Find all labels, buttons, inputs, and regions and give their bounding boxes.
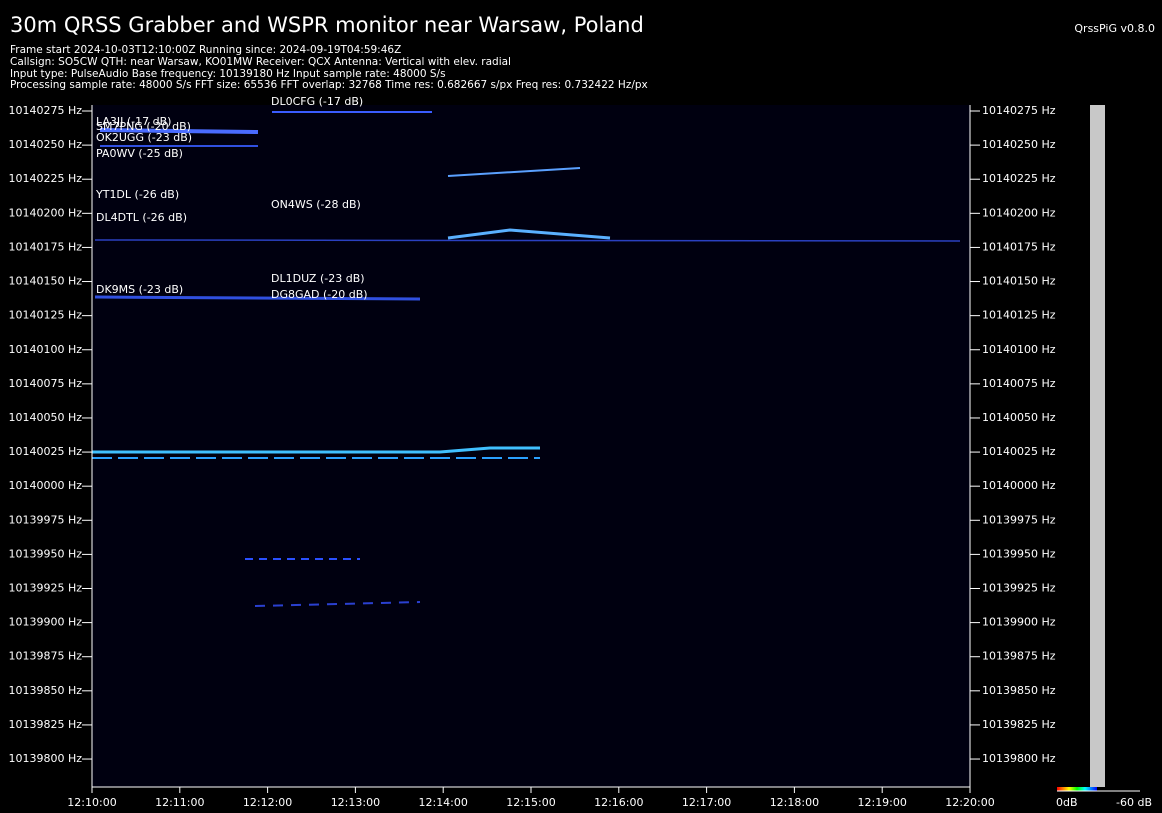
y-tick-label-right: 10139825 Hz bbox=[982, 718, 1056, 731]
spot-label: DL0CFG (-17 dB) bbox=[271, 95, 363, 108]
y-tick-label-right: 10140125 Hz bbox=[982, 309, 1056, 322]
info-line: Callsign: SO5CW QTH: near Warsaw, KO01MW… bbox=[10, 56, 511, 68]
spot-label: DG8GAD (-20 dB) bbox=[271, 288, 368, 301]
y-tick-label: 10140075 Hz bbox=[8, 377, 82, 390]
spot-label: YT1DL (-26 dB) bbox=[95, 188, 179, 201]
x-tick-label: 12:19:00 bbox=[857, 796, 906, 809]
x-tick-label: 12:15:00 bbox=[506, 796, 555, 809]
spectrum-profile bbox=[1090, 105, 1105, 787]
y-tick-label: 10139975 Hz bbox=[8, 513, 82, 526]
x-tick-label: 12:10:00 bbox=[67, 796, 116, 809]
info-line: Input type: PulseAudio Base frequency: 1… bbox=[10, 68, 446, 80]
y-tick-label-right: 10140250 Hz bbox=[982, 138, 1056, 151]
y-tick-label-right: 10140025 Hz bbox=[982, 445, 1056, 458]
y-tick-label-right: 10139950 Hz bbox=[982, 547, 1056, 560]
y-tick-label-right: 10140075 Hz bbox=[982, 377, 1056, 390]
y-tick-label: 10140100 Hz bbox=[8, 343, 82, 356]
y-tick-label: 10140200 Hz bbox=[8, 206, 82, 219]
y-tick-label: 10140025 Hz bbox=[8, 445, 82, 458]
y-tick-label-right: 10139900 Hz bbox=[982, 616, 1056, 629]
x-tick-label: 12:20:00 bbox=[945, 796, 994, 809]
y-tick-label: 10139825 Hz bbox=[8, 718, 82, 731]
y-tick-label: 10140175 Hz bbox=[8, 240, 82, 253]
colorbar-label: 0dB bbox=[1056, 796, 1078, 809]
info-line: Processing sample rate: 48000 S/s FFT si… bbox=[10, 79, 648, 91]
y-tick-label-right: 10139850 Hz bbox=[982, 684, 1056, 697]
y-tick-label-right: 10140100 Hz bbox=[982, 343, 1056, 356]
x-tick-label: 12:16:00 bbox=[594, 796, 643, 809]
y-tick-label-right: 10139925 Hz bbox=[982, 581, 1056, 594]
y-tick-label: 10140050 Hz bbox=[8, 411, 82, 424]
y-tick-label-right: 10140150 Hz bbox=[982, 275, 1056, 288]
spot-label: OK2UGG (-23 dB) bbox=[96, 131, 192, 144]
y-tick-label: 10140150 Hz bbox=[8, 275, 82, 288]
colorbar bbox=[1057, 787, 1097, 791]
x-tick-label: 12:11:00 bbox=[155, 796, 204, 809]
y-tick-label-right: 10140275 Hz bbox=[982, 104, 1056, 117]
y-tick-label: 10139925 Hz bbox=[8, 581, 82, 594]
y-tick-label: 10139950 Hz bbox=[8, 547, 82, 560]
y-tick-label: 10140125 Hz bbox=[8, 309, 82, 322]
spot-label: DK9MS (-23 dB) bbox=[96, 283, 183, 296]
x-tick-label: 12:13:00 bbox=[331, 796, 380, 809]
spot-label: PA0WV (-25 dB) bbox=[96, 147, 183, 160]
y-tick-label: 10139850 Hz bbox=[8, 684, 82, 697]
y-tick-label: 10140250 Hz bbox=[8, 138, 82, 151]
y-tick-label-right: 10140050 Hz bbox=[982, 411, 1056, 424]
waterfall-noise bbox=[92, 105, 970, 787]
y-tick-label-right: 10140225 Hz bbox=[982, 172, 1056, 185]
spot-label: SM7PNG (-20 dB) bbox=[96, 120, 191, 133]
y-tick-label-right: 10140200 Hz bbox=[982, 206, 1056, 219]
spot-label: DL1DUZ (-23 dB) bbox=[271, 272, 365, 285]
x-tick-label: 12:12:00 bbox=[243, 796, 292, 809]
y-tick-label: 10140000 Hz bbox=[8, 479, 82, 492]
y-tick-label-right: 10139800 Hz bbox=[982, 752, 1056, 765]
colorbar-label: -60 dB bbox=[1116, 796, 1152, 809]
x-tick-label: 12:14:00 bbox=[418, 796, 467, 809]
info-line: Frame start 2024-10-03T12:10:00Z Running… bbox=[10, 44, 401, 56]
spot-label: ON4WS (-28 dB) bbox=[271, 198, 361, 211]
version: QrssPiG v0.8.0 bbox=[1074, 22, 1155, 35]
y-tick-label-right: 10139875 Hz bbox=[982, 650, 1056, 663]
y-tick-label-right: 10139975 Hz bbox=[982, 513, 1056, 526]
y-tick-label: 10139900 Hz bbox=[8, 616, 82, 629]
y-tick-label: 10139875 Hz bbox=[8, 650, 82, 663]
signals bbox=[92, 111, 961, 607]
y-tick-label: 10139800 Hz bbox=[8, 752, 82, 765]
y-tick-label-right: 10140175 Hz bbox=[982, 240, 1056, 253]
x-tick-label: 12:18:00 bbox=[770, 796, 819, 809]
y-tick-label-right: 10140000 Hz bbox=[982, 479, 1056, 492]
spot-label: LA3JJ (-17 dB) bbox=[96, 115, 171, 128]
y-tick-label: 10140225 Hz bbox=[8, 172, 82, 185]
spot-label: DL4DTL (-26 dB) bbox=[96, 211, 187, 224]
title: 30m QRSS Grabber and WSPR monitor near W… bbox=[10, 13, 644, 37]
y-tick-label: 10140275 Hz bbox=[8, 104, 82, 117]
x-tick-label: 12:17:00 bbox=[682, 796, 731, 809]
